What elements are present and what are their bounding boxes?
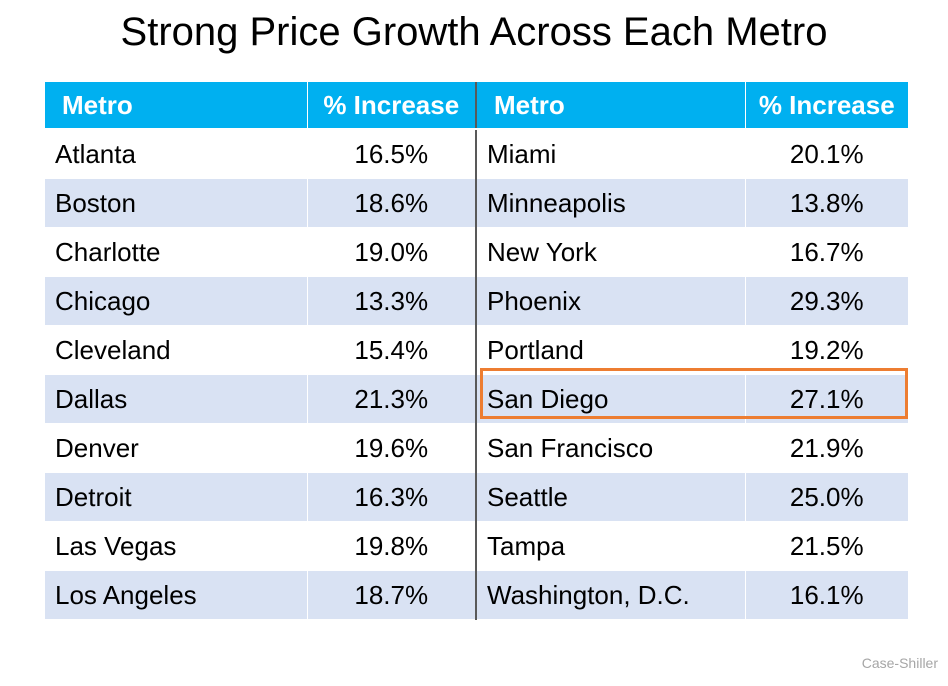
metro-right-cell: Washington, D.C. [476, 570, 745, 620]
increase-left-cell: 16.5% [306, 129, 477, 179]
table-row: Cleveland 15.4% Portland 19.2% [45, 325, 908, 375]
metro-left-cell: Las Vegas [45, 521, 307, 571]
metro-right-cell: New York [476, 227, 745, 277]
increase-right-cell: 25.0% [744, 472, 908, 522]
increase-right-cell: 13.8% [744, 178, 908, 228]
source-credit: Case-Shiller [861, 655, 938, 671]
increase-left-cell: 21.3% [306, 374, 477, 424]
increase-left-cell: 15.4% [306, 325, 477, 375]
increase-right-cell: 19.2% [744, 325, 908, 375]
increase-left-cell: 19.0% [306, 227, 477, 277]
metro-right-cell: Minneapolis [476, 178, 745, 228]
metro-left-cell: Dallas [45, 374, 307, 424]
table-body: Atlanta 16.5% Miami 20.1% Boston 18.6% Minneap… [45, 129, 908, 620]
table-row: Denver 19.6% San Francisco 21.9% [45, 423, 908, 473]
increase-right-cell: 27.1% [744, 374, 908, 424]
metro-price-table: Metro % Increase Metro % Increase Atlant… [45, 82, 908, 620]
increase-right-cell: 20.1% [744, 129, 908, 179]
column-header-increase-left: % Increase [306, 82, 477, 130]
column-header-increase-right: % Increase [744, 82, 908, 130]
metro-left-cell: Boston [45, 178, 307, 228]
increase-left-cell: 16.3% [306, 472, 477, 522]
column-header-metro-left: Metro [45, 82, 307, 130]
metro-left-cell: Cleveland [45, 325, 307, 375]
metro-right-cell: Miami [476, 129, 745, 179]
metro-left-cell: Charlotte [45, 227, 307, 277]
increase-left-cell: 19.6% [306, 423, 477, 473]
table-row: Atlanta 16.5% Miami 20.1% [45, 129, 908, 179]
table-row: Las Vegas 19.8% Tampa 21.5% [45, 521, 908, 571]
metro-right-cell: Seattle [476, 472, 745, 522]
page-title: Strong Price Growth Across Each Metro [120, 10, 828, 54]
table-row: Chicago 13.3% Phoenix 29.3% [45, 276, 908, 326]
metro-right-cell: Tampa [476, 521, 745, 571]
metro-right-cell: Phoenix [476, 276, 745, 326]
table-row: Dallas 21.3% San Diego 27.1% [45, 374, 908, 424]
increase-right-cell: 29.3% [744, 276, 908, 326]
metro-right-cell: Portland [476, 325, 745, 375]
table-row: Charlotte 19.0% New York 16.7% [45, 227, 908, 277]
metro-right-cell: San Diego [476, 374, 745, 424]
increase-right-cell: 16.1% [744, 570, 908, 620]
increase-left-cell: 19.8% [306, 521, 477, 571]
table-header-row: Metro % Increase Metro % Increase [45, 82, 908, 130]
increase-right-cell: 16.7% [744, 227, 908, 277]
metro-left-cell: Chicago [45, 276, 307, 326]
increase-right-cell: 21.9% [744, 423, 908, 473]
increase-left-cell: 18.6% [306, 178, 477, 228]
metro-left-cell: Atlanta [45, 129, 307, 179]
table-row: Los Angeles 18.7% Washington, D.C. 16.1% [45, 570, 908, 620]
column-header-metro-right: Metro [476, 82, 745, 130]
increase-right-cell: 21.5% [744, 521, 908, 571]
increase-left-cell: 13.3% [306, 276, 477, 326]
metro-left-cell: Los Angeles [45, 570, 307, 620]
increase-left-cell: 18.7% [306, 570, 477, 620]
metro-left-cell: Denver [45, 423, 307, 473]
table-row: Detroit 16.3% Seattle 25.0% [45, 472, 908, 522]
metro-left-cell: Detroit [45, 472, 307, 522]
table-row: Boston 18.6% Minneapolis 13.8% [45, 178, 908, 228]
metro-right-cell: San Francisco [476, 423, 745, 473]
